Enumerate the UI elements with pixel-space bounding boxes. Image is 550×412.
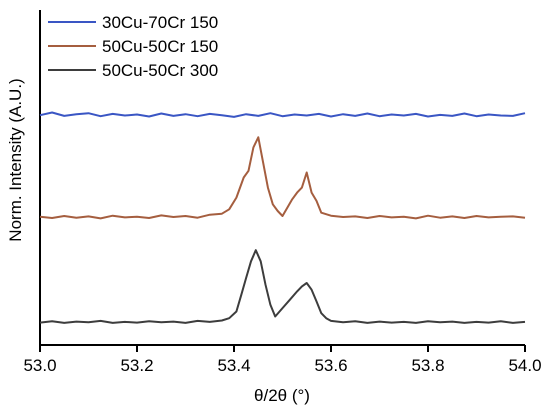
legend-label-3: 50Cu-50Cr 300 [102,61,218,80]
series-line-3 [39,249,526,324]
x-tick-label: 53.6 [314,356,347,375]
legend-label-1: 30Cu-70Cr 150 [102,13,218,32]
x-tick-label: 53.2 [120,356,153,375]
series-line-1 [39,111,526,118]
x-axis-label: θ/2θ (°) [254,386,310,405]
series-line-2 [39,136,526,220]
legend: 30Cu-70Cr 150 50Cu-50Cr 150 50Cu-50Cr 300 [48,13,218,80]
series-layer [39,111,526,324]
legend-label-2: 50Cu-50Cr 150 [102,37,218,56]
x-tick-label: 53.0 [23,356,56,375]
x-axis-ticks: 53.0 53.2 53.4 53.6 53.8 54.0 [23,345,542,375]
y-axis-label: Norm. Intensity (A.U.) [6,78,25,241]
x-tick-label: 53.8 [411,356,444,375]
x-tick-label: 53.4 [217,356,250,375]
x-tick-label: 54.0 [508,356,541,375]
